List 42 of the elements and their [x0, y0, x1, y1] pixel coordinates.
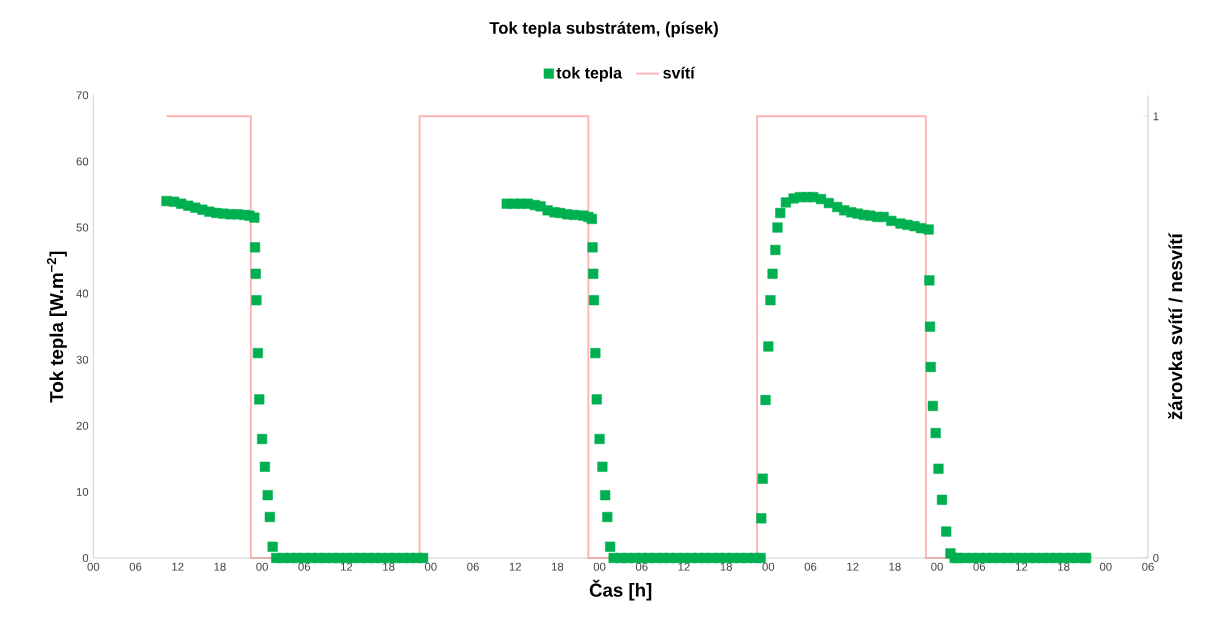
- x-tick-label: 06: [467, 562, 479, 571]
- x-tick-label: 18: [1058, 562, 1070, 571]
- x-tick-label: 18: [383, 562, 395, 571]
- y-tick-label: 30: [76, 355, 89, 364]
- x-tick-label: 06: [804, 562, 817, 571]
- x-tick-label: 06: [1142, 562, 1154, 571]
- x-tick-label: 12: [172, 562, 184, 571]
- x-tick-label: 06: [129, 562, 142, 571]
- x-tick-label: 12: [847, 562, 859, 571]
- y-tick-label: 0: [82, 553, 89, 562]
- x-tick-label: 00: [256, 562, 268, 571]
- x-tick-label: 18: [720, 562, 732, 571]
- x-tick-label: 06: [973, 562, 986, 571]
- legend-label: tok tepla: [556, 66, 623, 82]
- x-tick-label: 12: [1015, 562, 1028, 571]
- x-tick-label: 00: [593, 562, 606, 571]
- y-tick-label: 20: [76, 421, 89, 430]
- x-tick-label: 00: [1099, 562, 1112, 571]
- x-tick-label: 06: [298, 562, 311, 571]
- x-tick-label: 06: [635, 562, 648, 571]
- y-tick-label: 40: [76, 289, 89, 298]
- y-tick-label: 60: [76, 157, 89, 166]
- x-tick-label: 12: [678, 562, 690, 571]
- x-tick-label: 12: [509, 562, 521, 571]
- y-tick-label: 50: [76, 223, 89, 232]
- legend-label: svítí: [663, 66, 696, 79]
- chart-title: Tok tepla substrátem, (písek): [489, 21, 718, 38]
- x-tick-label: 00: [424, 562, 437, 571]
- y-axis-title: Tok tepla [W.m$^{−2}$]: [46, 251, 67, 403]
- y-tick-label: 10: [76, 487, 89, 496]
- x-tick-label: 00: [87, 562, 100, 571]
- y2-tick-label: 1: [1153, 112, 1159, 121]
- x-tick-label: 18: [214, 562, 226, 571]
- y2-axis-title: žárovka svítí / nesvítí: [1168, 232, 1183, 420]
- y2-tick-label: 0: [1153, 553, 1159, 562]
- x-axis-title: Čas [h]: [589, 579, 652, 601]
- y-tick-label: 70: [76, 91, 89, 100]
- x-tick-label: 18: [551, 562, 564, 571]
- x-tick-label: 12: [341, 562, 353, 571]
- x-tick-label: 00: [762, 562, 775, 571]
- x-tick-label: 18: [889, 562, 901, 571]
- x-tick-label: 00: [931, 562, 943, 571]
